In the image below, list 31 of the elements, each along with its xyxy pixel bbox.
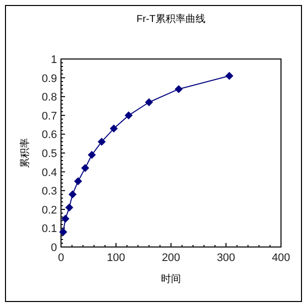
x-axis-title: 时间 (161, 273, 181, 285)
point (59, 228, 68, 236)
y-axis-title: 累积率 (19, 138, 31, 168)
y-tick-label: 0.6 (42, 129, 57, 142)
point (124, 111, 133, 120)
y-tick-label: 1 (50, 54, 57, 66)
point (68, 190, 77, 198)
y-tick-label: 0.4 (42, 166, 57, 179)
x-tick-label: 300 (216, 252, 236, 264)
point (81, 164, 90, 172)
y-tick-label: 0 (50, 242, 57, 254)
point (61, 214, 70, 223)
y-tick-label: 0.8 (42, 92, 57, 104)
x-tick-label: 200 (162, 252, 180, 264)
y-tick-label: 0.9 (42, 72, 57, 85)
point (74, 177, 82, 186)
point (110, 124, 118, 133)
x-tick-label: 400 (272, 252, 290, 264)
x-tick-label: 100 (106, 252, 126, 264)
point (98, 138, 106, 146)
y-tick-label: 0.2 (42, 204, 57, 216)
chart-title: Fr-T累积率曲线 (136, 13, 206, 25)
y-tick-label: 0.7 (42, 110, 57, 122)
point (65, 204, 74, 212)
point (88, 150, 96, 159)
y-tick-label: 0.3 (42, 186, 57, 198)
point (174, 85, 183, 94)
y-tick-label: 0.1 (42, 223, 57, 236)
point (225, 72, 234, 80)
y-tick-label: 0.5 (42, 148, 57, 160)
point (145, 98, 153, 106)
